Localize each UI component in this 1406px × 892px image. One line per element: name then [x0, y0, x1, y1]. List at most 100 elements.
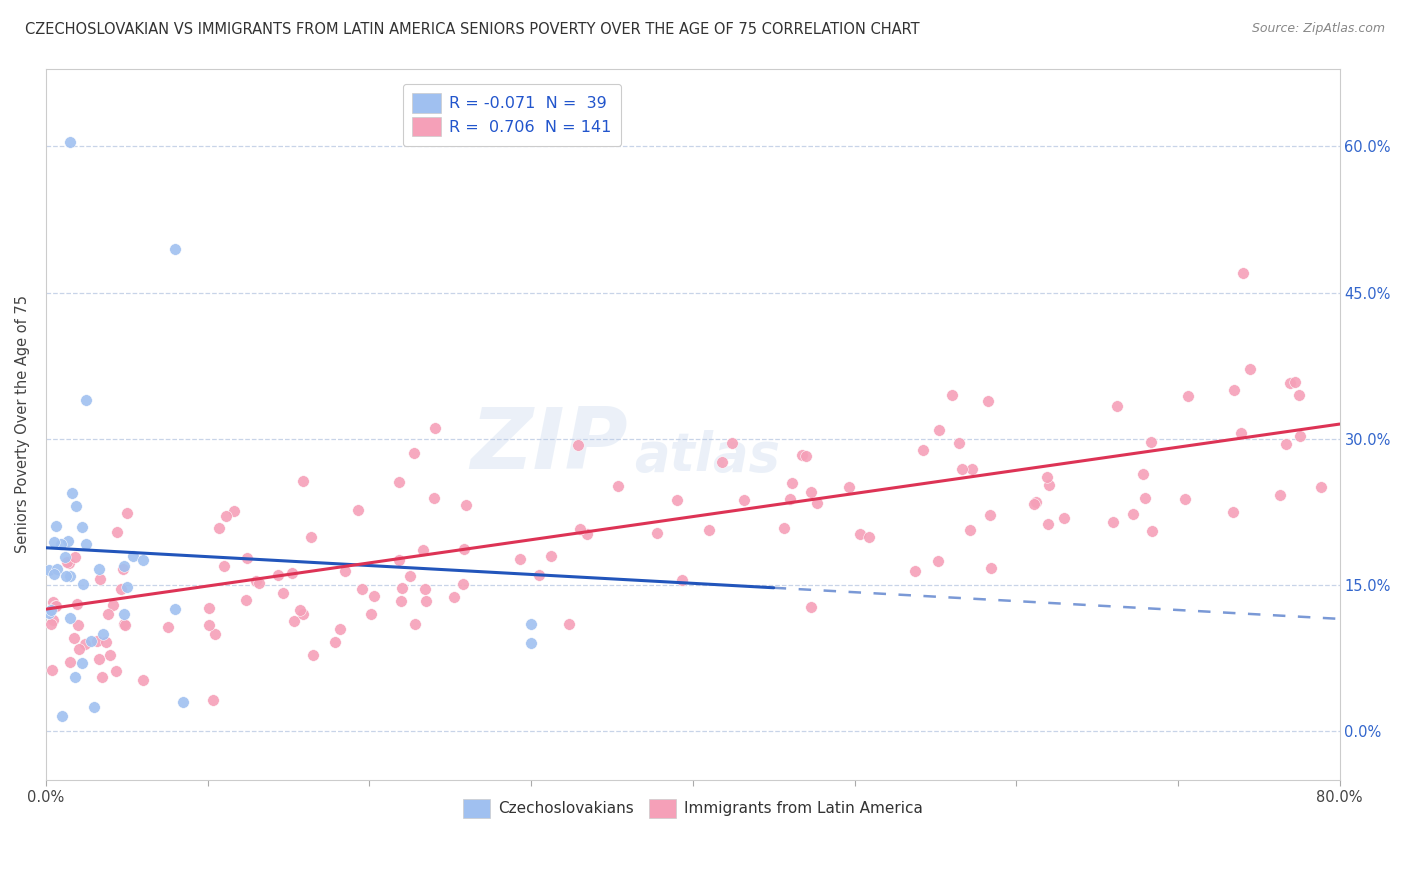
Point	[665, 493, 688, 508]
Point	[51, 709, 73, 723]
Point	[65, 499, 87, 513]
Point	[360, 607, 382, 622]
Point	[451, 577, 474, 591]
Point	[247, 575, 270, 590]
Point	[204, 627, 226, 641]
Point	[329, 622, 352, 636]
Point	[41, 617, 63, 632]
Point	[800, 599, 823, 614]
Point	[1288, 388, 1310, 402]
Point	[1101, 516, 1123, 530]
Point	[59, 135, 82, 149]
Point	[347, 503, 370, 517]
Point	[413, 582, 436, 596]
Point	[132, 553, 155, 567]
Point	[1132, 467, 1154, 481]
Point	[1268, 487, 1291, 501]
Point	[165, 242, 187, 256]
Point	[422, 491, 444, 506]
Point	[89, 572, 111, 586]
Point	[1223, 384, 1246, 398]
Point	[558, 617, 581, 632]
Point	[1232, 266, 1254, 280]
Point	[299, 530, 322, 544]
Legend: Czechoslovakians, Immigrants from Latin America: Czechoslovakians, Immigrants from Latin …	[456, 791, 931, 825]
Point	[1140, 435, 1163, 450]
Point	[1239, 362, 1261, 376]
Text: ZIP: ZIP	[471, 404, 628, 487]
Point	[70, 656, 93, 670]
Point	[443, 591, 465, 605]
Point	[941, 388, 963, 402]
Point	[46, 562, 69, 576]
Point	[540, 549, 562, 563]
Point	[38, 562, 60, 576]
Point	[1142, 524, 1164, 538]
Point	[87, 652, 110, 666]
Point	[928, 423, 950, 437]
Point	[58, 534, 80, 549]
Point	[55, 550, 77, 565]
Point	[172, 695, 194, 709]
Point	[132, 673, 155, 687]
Point	[67, 617, 90, 632]
Point	[59, 568, 82, 582]
Point	[389, 594, 412, 608]
Point	[849, 527, 872, 541]
Point	[904, 565, 927, 579]
Point	[202, 693, 225, 707]
Point	[165, 601, 187, 615]
Point	[104, 664, 127, 678]
Point	[94, 635, 117, 649]
Point	[520, 616, 543, 631]
Point	[83, 699, 105, 714]
Point	[291, 474, 314, 488]
Point	[335, 564, 357, 578]
Point	[235, 593, 257, 607]
Point	[112, 616, 135, 631]
Point	[352, 582, 374, 597]
Point	[721, 435, 744, 450]
Point	[960, 461, 983, 475]
Point	[1274, 437, 1296, 451]
Point	[114, 617, 136, 632]
Point	[198, 601, 221, 615]
Point	[1038, 516, 1060, 531]
Point	[75, 392, 97, 407]
Point	[63, 550, 86, 565]
Point	[45, 599, 67, 614]
Point	[103, 599, 125, 613]
Point	[112, 607, 135, 622]
Point	[404, 616, 426, 631]
Text: Source: ZipAtlas.com: Source: ZipAtlas.com	[1251, 22, 1385, 36]
Point	[959, 523, 981, 537]
Point	[575, 527, 598, 541]
Point	[567, 438, 589, 452]
Point	[800, 484, 823, 499]
Point	[1052, 511, 1074, 525]
Text: atlas: atlas	[634, 430, 780, 482]
Point	[235, 551, 257, 566]
Point	[697, 523, 720, 537]
Point	[55, 568, 77, 582]
Point	[388, 553, 411, 567]
Point	[794, 449, 817, 463]
Point	[1278, 376, 1301, 390]
Point	[115, 581, 138, 595]
Point	[838, 480, 860, 494]
Point	[645, 526, 668, 541]
Point	[222, 504, 245, 518]
Point	[91, 627, 114, 641]
Point	[266, 568, 288, 582]
Point	[806, 496, 828, 510]
Point	[569, 522, 592, 536]
Point	[45, 519, 67, 533]
Point	[363, 589, 385, 603]
Point	[979, 508, 1001, 523]
Point	[1107, 399, 1129, 413]
Point	[41, 663, 63, 677]
Point	[283, 614, 305, 628]
Point	[111, 562, 134, 576]
Point	[454, 499, 477, 513]
Point	[91, 670, 114, 684]
